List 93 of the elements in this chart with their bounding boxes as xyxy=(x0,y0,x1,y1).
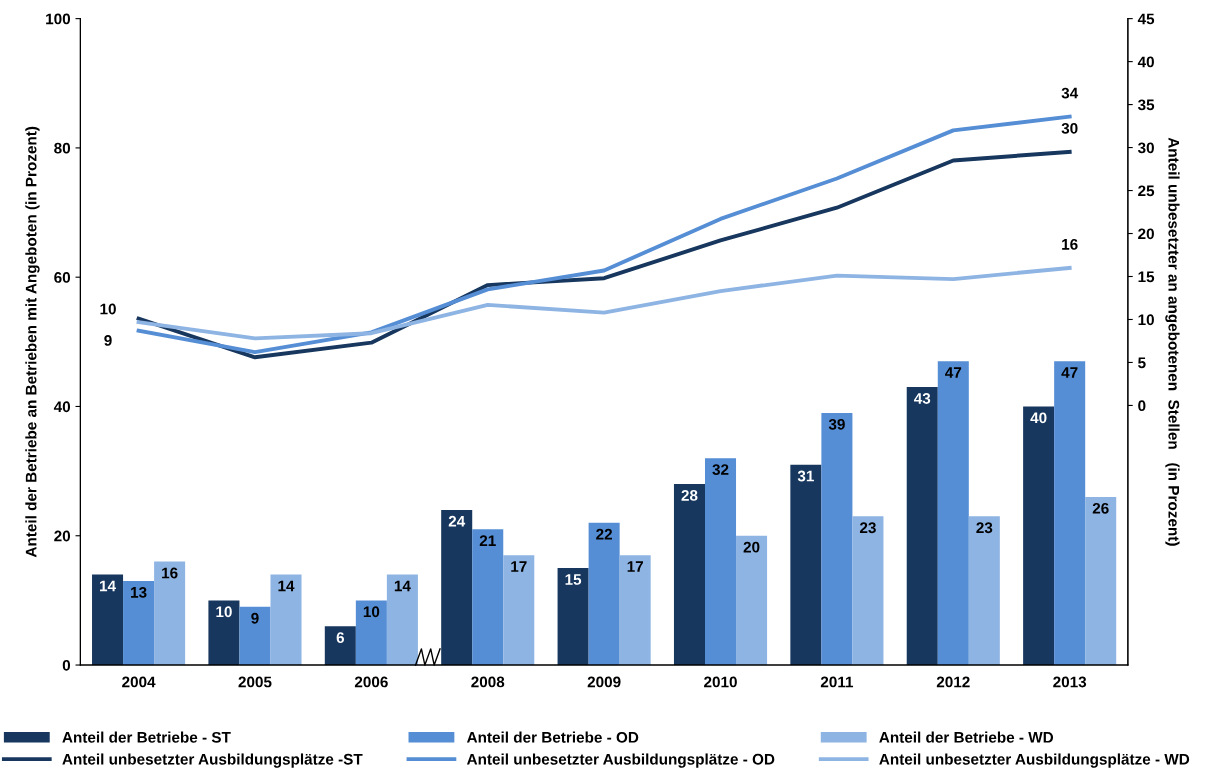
y-axis-title: Anteil der Betriebe an Betrieben mit Angeboten (in Prozent) xyxy=(25,126,40,558)
data-label: 20 xyxy=(743,541,760,553)
y2-tick-label: 25 xyxy=(1138,185,1155,197)
data-label: 14 xyxy=(100,580,116,592)
bar xyxy=(906,387,938,666)
data-label: 47 xyxy=(1061,367,1078,378)
bar xyxy=(1054,361,1086,666)
data-label: 6 xyxy=(336,632,345,644)
data-label: 43 xyxy=(913,393,931,404)
data-label: 15 xyxy=(565,574,582,585)
bar xyxy=(270,574,302,666)
legend-label: Anteil der Betriebe - ST xyxy=(62,731,231,743)
bar xyxy=(472,529,504,666)
y-tick-label: 0 xyxy=(62,659,71,671)
bar xyxy=(386,574,418,666)
data-label: 16 xyxy=(162,567,178,579)
data-label: 10 xyxy=(100,303,116,315)
line-series xyxy=(136,265,1072,341)
bar xyxy=(673,484,705,666)
data-label: 16 xyxy=(1062,238,1078,250)
data-label: 28 xyxy=(681,490,698,501)
y2-tick-label: 35 xyxy=(1137,99,1155,111)
data-label: 17 xyxy=(627,561,643,572)
legend-label: Anteil unbesetzter Ausbildungsplätze - OD xyxy=(466,753,775,768)
legend-label: Anteil der Betriebe - WD xyxy=(879,731,1054,743)
x-tick-label: 2011 xyxy=(820,676,854,688)
bar xyxy=(208,600,240,666)
y-tick-label: 80 xyxy=(54,142,71,154)
data-label: 32 xyxy=(712,464,729,475)
y-tick-label: 60 xyxy=(54,272,71,283)
bar xyxy=(705,458,737,666)
data-label: 23 xyxy=(859,522,876,534)
bar xyxy=(123,581,155,666)
x-tick-label: 2012 xyxy=(936,676,970,688)
y2-axis-title: Anteil unbesetzter an angebotenen Stellen (in Prozent) xyxy=(1165,137,1180,546)
bar xyxy=(736,535,768,666)
bar xyxy=(355,600,387,666)
bar xyxy=(557,568,589,666)
x-tick-label: 2006 xyxy=(354,676,388,688)
data-label: 26 xyxy=(1092,502,1109,514)
bar xyxy=(441,509,473,666)
bar xyxy=(588,522,620,666)
y2-tick-label: 10 xyxy=(1138,314,1154,326)
bar xyxy=(619,555,651,666)
bar xyxy=(852,516,884,666)
data-label: 47 xyxy=(945,367,962,378)
data-label: 40 xyxy=(1030,412,1047,424)
x-tick-label: 2004 xyxy=(122,676,156,688)
data-label: 31 xyxy=(797,470,814,482)
data-label: 21 xyxy=(479,535,496,546)
bar xyxy=(937,361,969,666)
x-tick-label: 2005 xyxy=(238,676,272,688)
data-label: 34 xyxy=(1061,87,1079,99)
bar xyxy=(790,464,822,666)
bar xyxy=(1085,496,1117,666)
data-label: 22 xyxy=(596,528,613,540)
x-tick-label: 2008 xyxy=(471,676,505,688)
data-label: 14 xyxy=(278,580,295,592)
bar xyxy=(239,606,271,666)
y2-tick-label: 40 xyxy=(1137,56,1154,68)
x-tick-label: 2009 xyxy=(587,676,621,688)
data-label: 23 xyxy=(976,522,993,534)
bar xyxy=(503,555,535,666)
data-label: 10 xyxy=(216,606,232,618)
data-label: 30 xyxy=(1061,122,1078,134)
data-label: 9 xyxy=(251,612,259,624)
bar xyxy=(154,561,186,666)
legend-label: Anteil unbesetzter Ausbildungsplätze - WD xyxy=(879,753,1190,768)
y2-tick-label: 45 xyxy=(1137,13,1155,25)
data-label: 13 xyxy=(131,586,147,598)
legend-label: Anteil der Betriebe - OD xyxy=(466,731,639,743)
bar xyxy=(92,574,124,666)
y-tick-label: 100 xyxy=(46,13,71,25)
x-tick-label: 2013 xyxy=(1053,676,1087,688)
bar xyxy=(968,516,1000,666)
data-label: 24 xyxy=(448,515,466,527)
y-tick-label: 20 xyxy=(54,530,71,542)
legend-label: Anteil unbesetzter Ausbildungsplätze -ST xyxy=(62,753,363,768)
data-label: 17 xyxy=(511,561,527,572)
data-label: 9 xyxy=(104,335,112,346)
data-label: 39 xyxy=(828,418,845,430)
y2-tick-label: 15 xyxy=(1138,271,1155,283)
x-tick-label: 2010 xyxy=(704,676,737,688)
bar xyxy=(324,626,356,666)
y2-tick-label: 5 xyxy=(1138,357,1146,369)
y2-tick-label: 0 xyxy=(1138,400,1146,412)
y2-tick-label: 20 xyxy=(1138,228,1154,240)
y-tick-label: 40 xyxy=(53,401,71,413)
y2-tick-label: 30 xyxy=(1137,142,1154,154)
bar xyxy=(821,412,853,666)
bar xyxy=(1023,406,1055,666)
data-label: 14 xyxy=(394,580,411,592)
data-label: 10 xyxy=(363,606,380,618)
